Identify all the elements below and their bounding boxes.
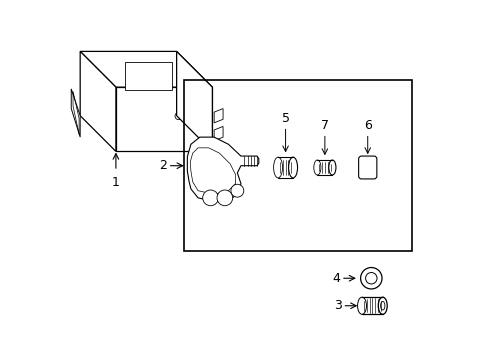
- Polygon shape: [116, 87, 212, 152]
- Circle shape: [217, 190, 232, 206]
- Ellipse shape: [357, 297, 366, 314]
- Ellipse shape: [380, 301, 384, 310]
- Ellipse shape: [273, 157, 282, 178]
- Circle shape: [203, 190, 218, 206]
- FancyBboxPatch shape: [358, 156, 376, 179]
- Text: 2: 2: [159, 159, 166, 172]
- Ellipse shape: [313, 160, 320, 175]
- Text: 6: 6: [363, 119, 371, 132]
- Text: 7: 7: [320, 119, 328, 132]
- Polygon shape: [187, 137, 258, 202]
- Ellipse shape: [378, 297, 386, 314]
- Ellipse shape: [360, 267, 381, 289]
- Ellipse shape: [328, 160, 335, 175]
- Polygon shape: [176, 51, 212, 152]
- Text: 3: 3: [333, 299, 341, 312]
- Polygon shape: [124, 62, 172, 90]
- Polygon shape: [80, 51, 116, 152]
- Polygon shape: [71, 89, 80, 137]
- Text: 4: 4: [332, 272, 340, 285]
- Polygon shape: [80, 51, 212, 87]
- Text: 1: 1: [112, 176, 120, 189]
- Text: 5: 5: [281, 112, 289, 125]
- Ellipse shape: [365, 273, 376, 284]
- Circle shape: [230, 184, 244, 197]
- Ellipse shape: [288, 157, 297, 178]
